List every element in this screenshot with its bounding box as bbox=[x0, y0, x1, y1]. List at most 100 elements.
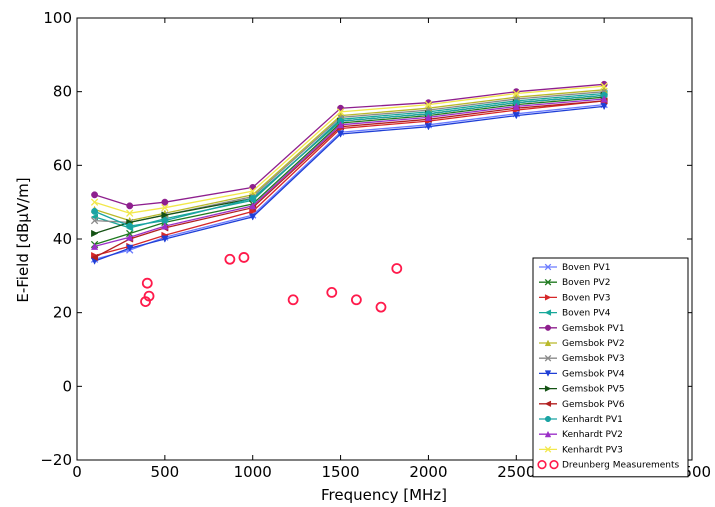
data-point bbox=[249, 202, 257, 210]
legend-label: Boven PV1 bbox=[562, 263, 610, 273]
data-point bbox=[336, 121, 345, 129]
legend-label: Kenhardt PV1 bbox=[562, 415, 623, 425]
legend-entry: Gemsbok PV6 bbox=[539, 400, 625, 410]
series-line bbox=[94, 89, 605, 222]
legend-entry: Dreunberg Measurements bbox=[537, 460, 680, 471]
scatter-point bbox=[238, 252, 250, 263]
legend-entry: Gemsbok PV5 bbox=[539, 385, 625, 395]
legend-marker bbox=[544, 309, 552, 316]
legend-marker bbox=[544, 415, 552, 423]
legend-marker bbox=[544, 430, 552, 438]
scatter-point bbox=[141, 277, 153, 289]
legend-marker bbox=[544, 446, 552, 453]
legend-label: Gemsbok PV6 bbox=[562, 400, 625, 410]
series-kenhardt-pv3 bbox=[90, 82, 608, 217]
data-point bbox=[91, 207, 99, 215]
data-point bbox=[161, 222, 169, 230]
series-line bbox=[94, 105, 605, 262]
y-tick-label: 40 bbox=[53, 230, 72, 248]
data-point bbox=[161, 211, 169, 219]
legend-marker bbox=[537, 460, 547, 470]
legend-label: Gemsbok PV2 bbox=[562, 339, 625, 349]
legend-entry: Boven PV2 bbox=[539, 278, 610, 288]
data-point bbox=[161, 204, 169, 212]
series-kenhardt-pv1 bbox=[91, 91, 608, 230]
scatter-point bbox=[224, 253, 236, 265]
legend-marker bbox=[544, 294, 552, 301]
data-point bbox=[336, 108, 345, 116]
data-point bbox=[336, 130, 345, 138]
x-tick-label: 2500 bbox=[497, 463, 535, 481]
series-line bbox=[94, 85, 605, 214]
series-line bbox=[94, 92, 605, 229]
data-point bbox=[91, 229, 99, 238]
legend-marker bbox=[544, 339, 552, 347]
legend-entry: Kenhardt PV3 bbox=[539, 445, 623, 455]
data-point bbox=[90, 216, 99, 225]
scatter-point bbox=[287, 294, 299, 306]
legend-marker bbox=[549, 460, 559, 470]
legend-entry: Kenhardt PV2 bbox=[539, 430, 623, 440]
legend-entry: Gemsbok PV2 bbox=[539, 339, 625, 349]
y-tick-label: 20 bbox=[53, 304, 72, 322]
legend-entry: Boven PV1 bbox=[539, 263, 610, 273]
data-point bbox=[249, 187, 257, 195]
scatter-point bbox=[391, 263, 403, 274]
data-point bbox=[249, 213, 257, 221]
legend-entry: Kenhardt PV1 bbox=[539, 415, 623, 425]
legend-label: Boven PV4 bbox=[562, 309, 611, 319]
series-dreunberg-measurements bbox=[140, 252, 403, 313]
data-point bbox=[161, 198, 169, 206]
legend-entry: Gemsbok PV4 bbox=[539, 369, 625, 379]
legend-marker bbox=[544, 370, 552, 377]
data-point bbox=[126, 209, 134, 217]
legend-label: Gemsbok PV3 bbox=[562, 354, 625, 364]
data-point bbox=[249, 195, 257, 202]
series-line bbox=[94, 103, 605, 260]
series-line bbox=[94, 96, 605, 246]
scatter-point bbox=[350, 294, 362, 306]
data-point bbox=[424, 100, 433, 109]
data-point bbox=[90, 242, 99, 250]
x-axis-label: Frequency [MHz] bbox=[321, 486, 447, 504]
data-point bbox=[249, 207, 257, 215]
legend-entry: Boven PV3 bbox=[539, 293, 610, 303]
legend-label: Gemsbok PV5 bbox=[562, 385, 625, 395]
series-line bbox=[94, 83, 605, 207]
series-kenhardt-pv2 bbox=[90, 95, 608, 250]
legend: Boven PV1 Boven PV2 Boven PV3 Boven PV4 Gems… bbox=[532, 257, 689, 478]
legend-marker bbox=[544, 400, 552, 408]
data-point bbox=[90, 198, 99, 206]
y-tick-label: 60 bbox=[53, 156, 72, 174]
legend-marker bbox=[544, 324, 552, 331]
legend-label: Dreunberg Measurements bbox=[562, 461, 680, 471]
legend-box bbox=[532, 257, 689, 478]
legend-entry: Boven PV4 bbox=[539, 309, 611, 319]
data-point bbox=[424, 113, 433, 121]
legend-label: Kenhardt PV2 bbox=[562, 430, 623, 440]
data-point bbox=[126, 244, 134, 252]
data-point bbox=[512, 89, 520, 98]
legend-label: Gemsbok PV1 bbox=[562, 324, 625, 334]
x-tick-label: 1000 bbox=[234, 463, 272, 481]
data-point bbox=[600, 102, 608, 111]
data-point bbox=[512, 112, 520, 120]
legend-label: Gemsbok PV4 bbox=[562, 369, 625, 379]
x-tick-label: 500 bbox=[151, 463, 180, 481]
y-axis-label: E-Field [dBμV/m] bbox=[14, 177, 32, 302]
legend-marker bbox=[544, 385, 552, 392]
legend-label: Boven PV3 bbox=[562, 293, 610, 303]
series-gemsbok-pv1 bbox=[91, 80, 608, 210]
legend-entry: Gemsbok PV3 bbox=[539, 354, 625, 364]
y-tick-label: 80 bbox=[53, 83, 72, 101]
x-tick-label: 2000 bbox=[409, 463, 447, 481]
series-line bbox=[94, 98, 605, 248]
legend-marker bbox=[544, 263, 552, 271]
legend-label: Boven PV2 bbox=[562, 278, 610, 288]
data-point bbox=[161, 235, 169, 243]
legend-marker bbox=[544, 278, 552, 286]
series-gemsbok-pv4 bbox=[90, 102, 608, 265]
data-point bbox=[600, 95, 608, 103]
legend-entry: Gemsbok PV1 bbox=[539, 324, 625, 334]
